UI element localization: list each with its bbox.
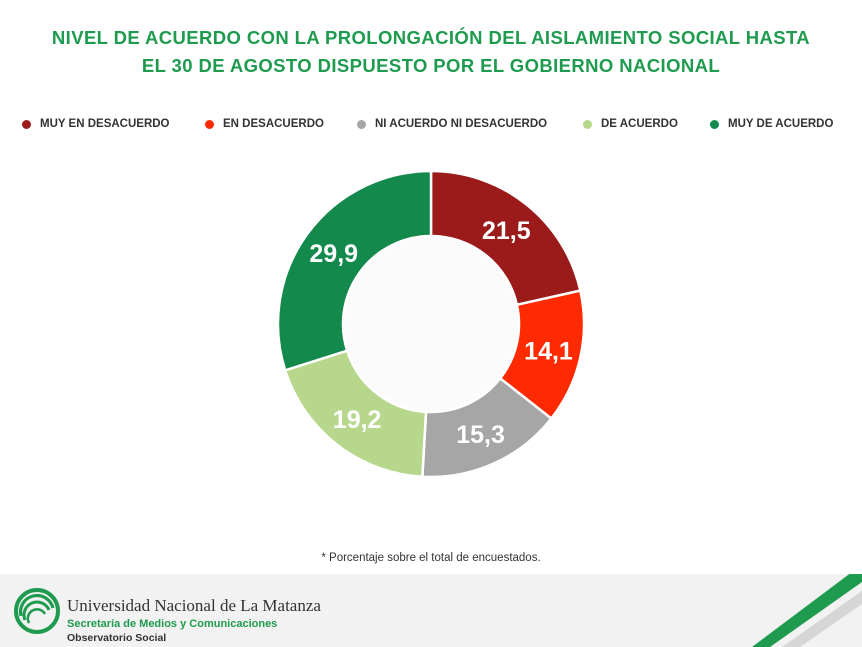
chart-title: NIVEL DE ACUERDO CON LA PROLONGACIÓN DEL… (0, 24, 862, 80)
legend-marker (583, 119, 592, 129)
legend-item-en-desacuerdo: EN DESACUERDO (205, 118, 324, 130)
legend-marker (710, 119, 719, 129)
legend-label: EN DESACUERDO (223, 118, 324, 130)
donut-slice-5 (276, 169, 433, 372)
decorative-stripes (752, 574, 862, 647)
university-name: Universidad Nacional de La Matanza (67, 596, 321, 615)
legend-item-de-acuerdo: DE ACUERDO (583, 118, 678, 130)
chart-legend: MUY EN DESACUERDO EN DESACUERDO NI ACUER… (22, 118, 852, 136)
legend-item-muy-de-acuerdo: MUY DE ACUERDO (710, 118, 833, 130)
legend-marker (357, 119, 366, 129)
data-label-2: 14,1 (524, 338, 573, 366)
data-label-3: 15,3 (456, 421, 505, 449)
legend-item-ni-acuerdo-ni-desacuerdo: NI ACUERDO NI DESACUERDO (357, 118, 547, 130)
observatorio-name: Observatorio Social (67, 632, 167, 644)
chart-title-line-1: NIVEL DE ACUERDO CON LA PROLONGACIÓN DEL… (51, 27, 811, 48)
unlam-logo-icon (14, 588, 60, 634)
data-label-5: 29,9 (309, 240, 358, 268)
legend-label: NI ACUERDO NI DESACUERDO (375, 118, 548, 130)
data-label-4: 19,2 (333, 406, 382, 434)
secretaria-name: Secretaría de Medios y Comunicaciones (67, 618, 278, 630)
legend-label: MUY EN DESACUERDO (40, 118, 170, 130)
donut-hole (343, 236, 519, 412)
chart-title-line-2: EL 30 DE AGOSTO DISPUESTO POR EL GOBIERN… (141, 55, 721, 76)
legend-marker (22, 119, 31, 129)
data-label-1: 21,5 (482, 217, 531, 245)
legend-label: DE ACUERDO (601, 118, 678, 130)
donut-slice-1 (429, 169, 582, 307)
footer: Universidad Nacional de La Matanza Secre… (0, 574, 862, 647)
legend-item-muy-en-desacuerdo: MUY EN DESACUERDO (22, 118, 170, 130)
footnote: * Porcentaje sobre el total de encuestad… (321, 552, 541, 564)
legend-label: MUY DE ACUERDO (728, 118, 834, 130)
legend-marker (205, 119, 214, 129)
donut-chart: 21,5 14,1 15,3 19,2 29,9 (276, 169, 586, 479)
